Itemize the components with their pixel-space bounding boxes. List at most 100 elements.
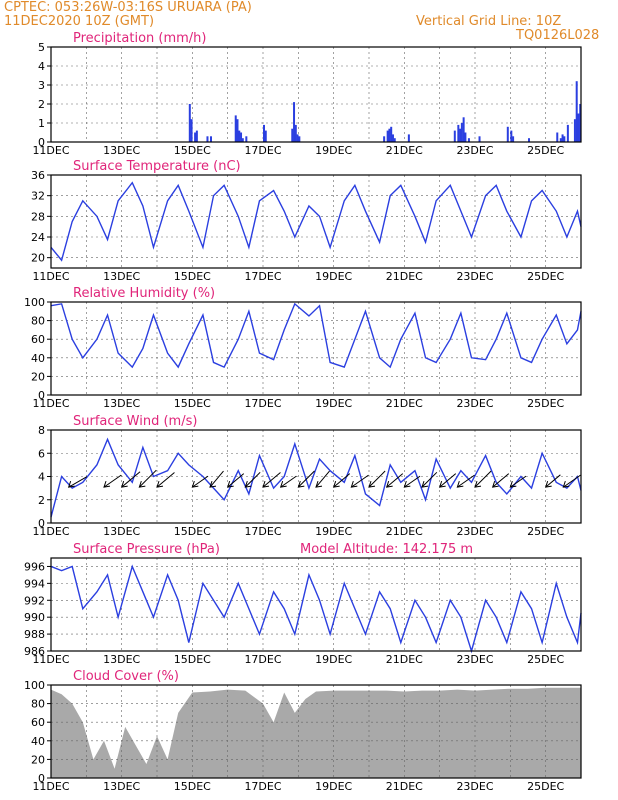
wind-arrow — [280, 475, 297, 488]
pres-ytick-label: 988 — [24, 628, 45, 641]
precip-bar — [264, 130, 267, 142]
wind-xtick-label: 17DEC — [244, 525, 281, 538]
wind-ytick-label: 6 — [38, 447, 45, 460]
precip-bar — [393, 138, 396, 142]
wind-arrow-head — [544, 480, 552, 488]
precip-bar — [464, 132, 467, 142]
wind-arrow — [439, 473, 457, 488]
temp-xtick-label: 11DEC — [32, 270, 69, 283]
temp-xtick-label: 21DEC — [386, 270, 423, 283]
precip-bar — [296, 134, 299, 142]
wind-arrow — [492, 473, 510, 488]
temp-xtick-label: 25DEC — [527, 270, 564, 283]
precip-bar — [194, 132, 197, 142]
precip-xtick-label: 19DEC — [315, 144, 352, 157]
precip-bar — [459, 128, 462, 142]
rh-xtick-label: 19DEC — [315, 397, 352, 410]
precip-xtick-label: 17DEC — [244, 144, 281, 157]
precip-bar — [478, 136, 481, 142]
precip-bar — [386, 130, 389, 142]
wind-arrow — [457, 474, 475, 488]
precip-bar — [241, 138, 244, 142]
wind-arrow-head — [67, 480, 75, 488]
precip-ytick-label: 2 — [38, 98, 45, 111]
precip-bar — [573, 119, 576, 142]
wind-arrow — [227, 473, 245, 488]
cloud-xtick-label: 17DEC — [244, 780, 281, 793]
temp-xtick-label: 23DEC — [456, 270, 493, 283]
rh-xtick-label: 21DEC — [386, 397, 423, 410]
precip-bar — [388, 128, 391, 142]
wind-arrow-head — [262, 480, 270, 488]
pres-line — [50, 564, 582, 654]
cloud-xtick-label: 19DEC — [315, 780, 352, 793]
wind-arrow — [103, 474, 122, 488]
rh-ytick-label: 40 — [31, 352, 45, 365]
wind-arrow-head — [438, 480, 446, 488]
rh-ytick-label: 100 — [24, 296, 45, 309]
wind-arrow-head — [421, 480, 429, 488]
rh-title: Relative Humidity (%) — [73, 286, 215, 301]
precip-bar — [407, 134, 410, 142]
wind-arrow — [68, 476, 88, 488]
wind-arrow-head — [191, 480, 199, 488]
precip-bar — [390, 126, 393, 142]
wind-arrow — [156, 472, 175, 488]
wind-arrow — [333, 473, 351, 488]
precip-bar — [579, 104, 582, 142]
precip-bar — [457, 124, 460, 142]
rh-frame — [50, 301, 582, 396]
wind-arrow-head — [244, 480, 252, 488]
pres-ytick-label: 990 — [24, 611, 45, 624]
wind-arrow — [262, 472, 281, 488]
wind-arrow — [351, 474, 369, 488]
cloud-title: Cloud Cover (%) — [73, 669, 179, 684]
temp-ytick-label: 28 — [31, 210, 45, 223]
pres-xtick-label: 17DEC — [244, 653, 281, 666]
cloud-ytick-label: 100 — [24, 679, 45, 692]
precip-bar — [206, 136, 209, 142]
temp-ytick-label: 32 — [31, 190, 45, 203]
rh-ytick-label: 20 — [31, 370, 45, 383]
precip-bar — [561, 134, 564, 142]
pres-xtick-label: 23DEC — [456, 653, 493, 666]
cloud-ytick-label: 0 — [38, 772, 45, 785]
precip-bar — [566, 124, 569, 142]
precip-bar — [291, 128, 294, 142]
temp-ytick-label: 24 — [31, 231, 45, 244]
cloud-ytick-label: 80 — [31, 698, 45, 711]
cloud-xtick-label: 25DEC — [527, 780, 564, 793]
wind-arrow — [563, 474, 581, 488]
precip-ytick-label: 1 — [38, 117, 45, 130]
wind-ytick-label: 4 — [38, 471, 45, 484]
wind-arrow — [297, 470, 315, 488]
temp-xtick-label: 13DEC — [103, 270, 140, 283]
wind-arrow-head — [385, 480, 393, 488]
rh-ytick-label: 0 — [38, 389, 45, 402]
precip-bar — [188, 104, 191, 142]
wind-arrow — [545, 474, 561, 488]
temp-xtick-label: 17DEC — [244, 270, 281, 283]
cloud-panel: 0 20 40 60 80 100 11DEC 13DEC 15DEC 17DEC 19DEC 21D… — [24, 669, 582, 793]
model-altitude: Model Altitude: 142.175 m — [300, 542, 473, 557]
wind-xtick-label: 13DEC — [103, 525, 140, 538]
precip-bar — [294, 124, 297, 142]
cloud-ytick-label: 60 — [31, 716, 45, 729]
precip-xtick-label: 15DEC — [174, 144, 211, 157]
wind-arrow — [121, 471, 141, 488]
pres-xtick-label: 19DEC — [315, 653, 352, 666]
cloud-xtick-label: 15DEC — [174, 780, 211, 793]
wind-arrow-head — [156, 480, 164, 488]
header-station: CPTEC: 053:26W-03:16S URUARA (PA) — [4, 0, 252, 15]
cloud-ytick-label: 40 — [31, 735, 45, 748]
pres-xtick-label: 15DEC — [174, 653, 211, 666]
wind-arrow — [421, 471, 438, 488]
pres-ytick-label: 996 — [24, 560, 45, 573]
rh-panel: 0 20 40 60 80 100 11DEC 13DEC 15DEC 17DEC 19DEC 21D… — [24, 286, 582, 410]
precip-ytick-label: 0 — [38, 136, 45, 149]
wind-arrow-head — [368, 480, 376, 488]
rh-ytick-label: 80 — [31, 315, 45, 328]
precip-bar — [506, 126, 509, 142]
wind-arrow-head — [297, 480, 305, 488]
header-grid-note: Vertical Grid Line: 10Z — [416, 14, 562, 29]
